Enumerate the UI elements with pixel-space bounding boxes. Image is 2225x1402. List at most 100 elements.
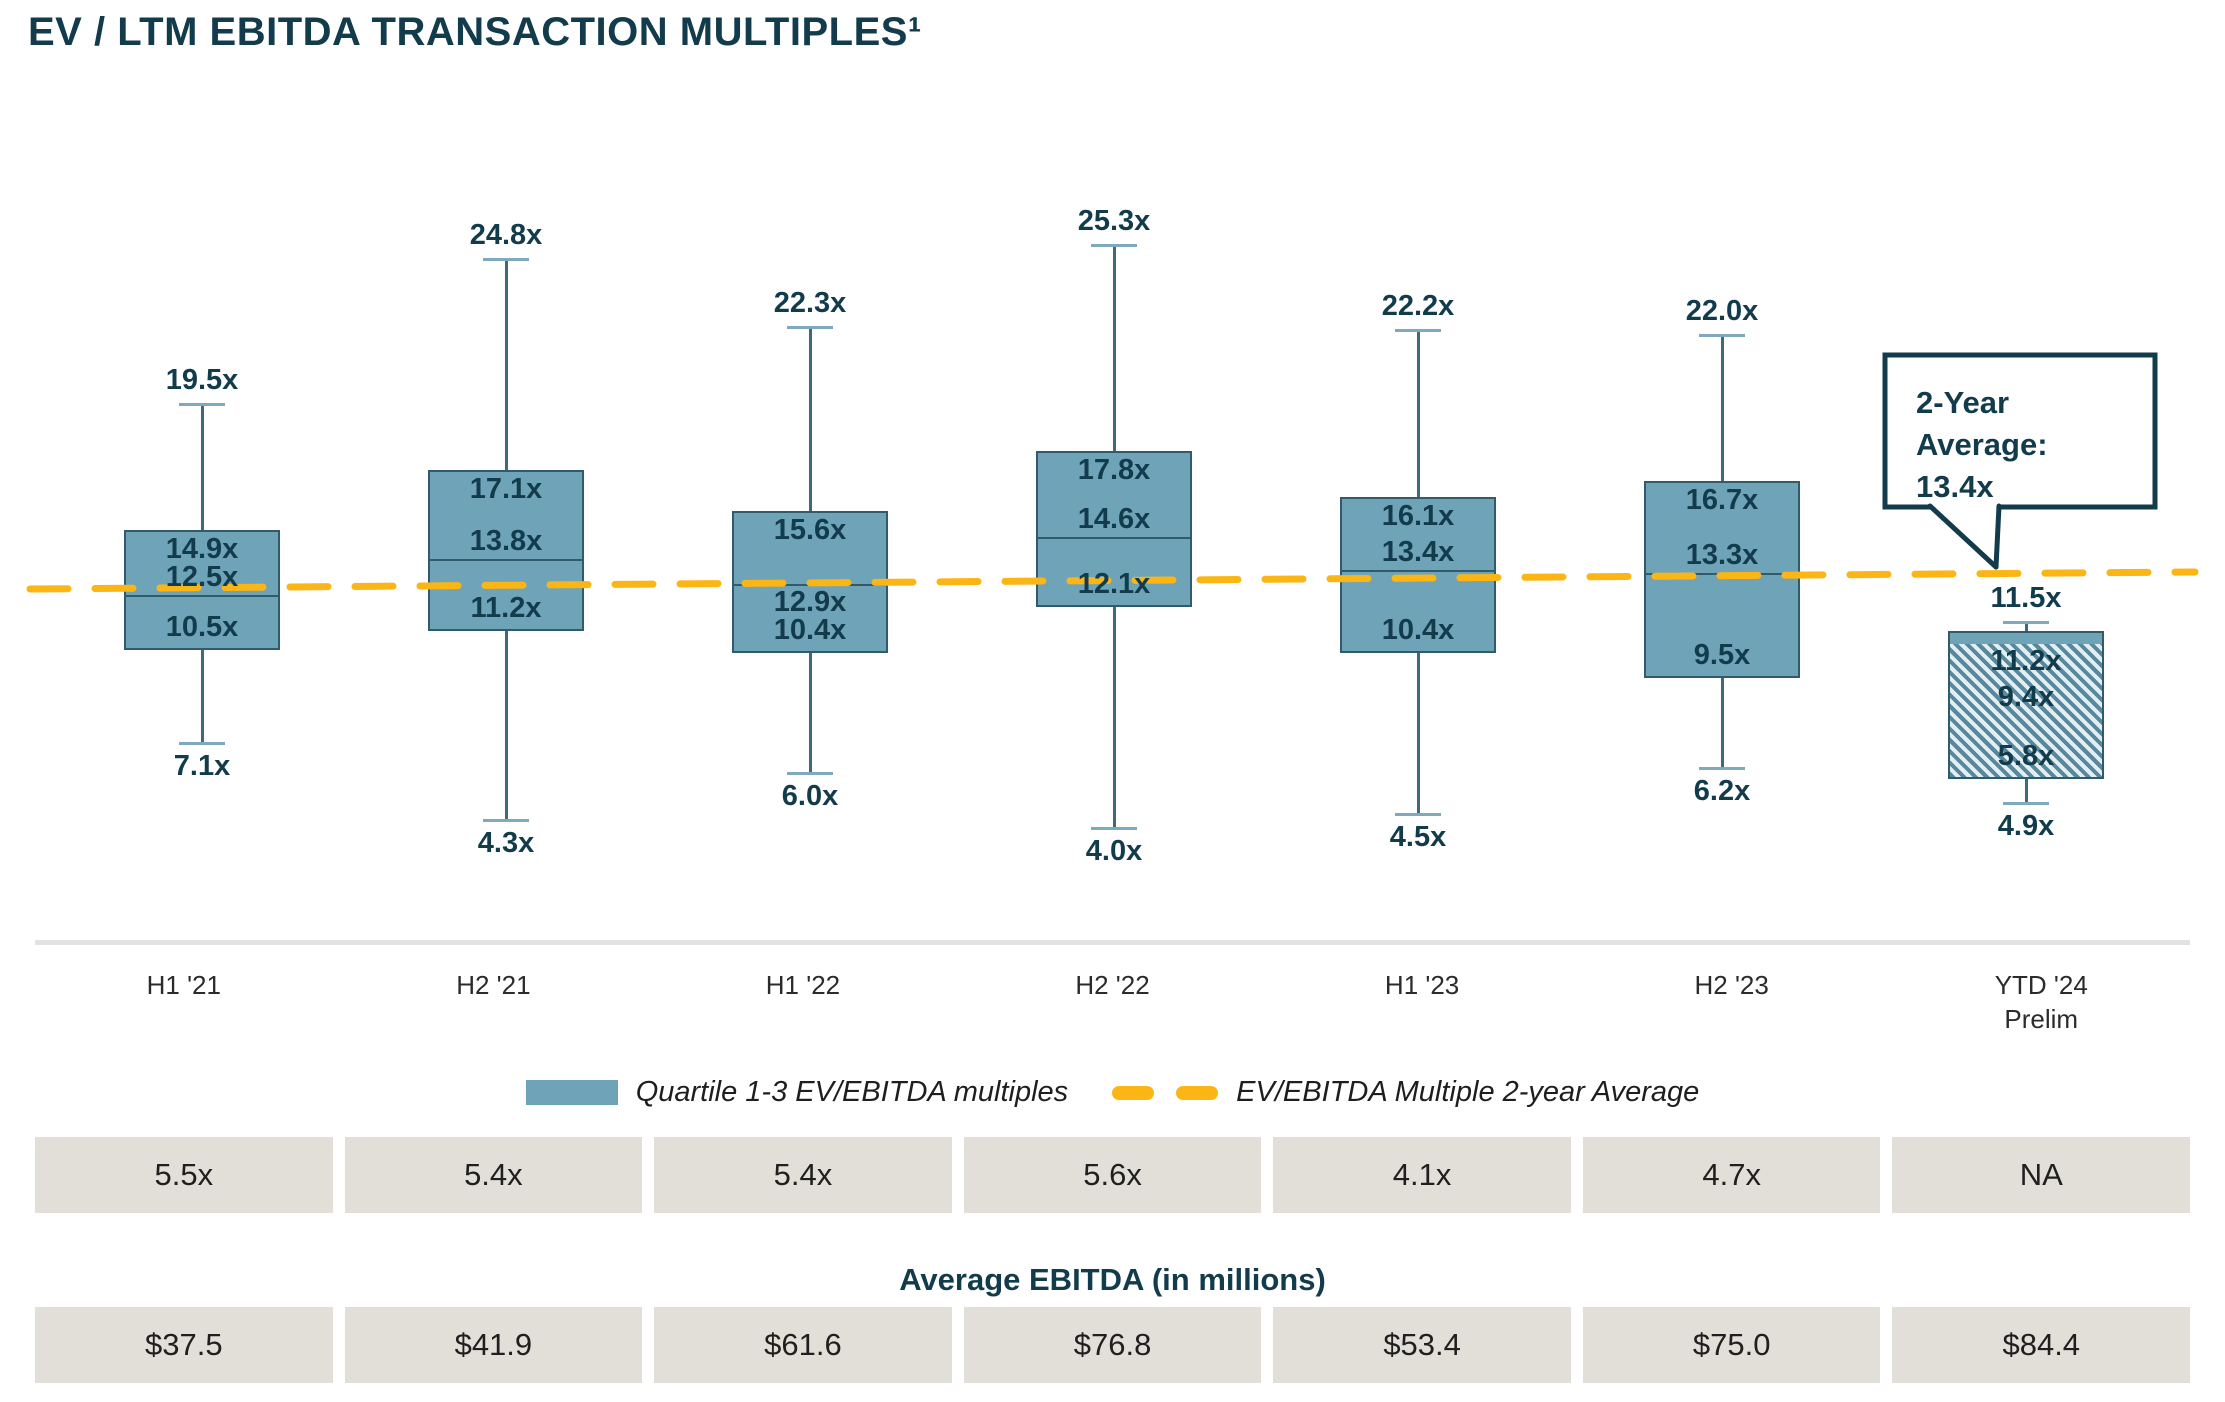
page-title: EV / LTM EBITDA TRANSACTION MULTIPLES¹ [28, 10, 922, 54]
whisker-low-stem [2024, 779, 2028, 803]
whisker-low-stem [200, 650, 204, 743]
whisker-high-cap [179, 403, 225, 406]
ebitda-cell: $84.4 [1892, 1307, 2191, 1383]
q3-label: 17.1x [469, 473, 543, 505]
x-axis-labels: H1 '21 H2 '21 H1 '22 H2 '22 H1 '23 H2 '23 YTD … [35, 968, 2190, 1036]
whisker-high-stem [1416, 331, 1420, 497]
median-label: 13.4x [1381, 536, 1455, 568]
median-label: 12.5x [165, 561, 239, 593]
x-axis-label: H2 '23 [1694, 970, 1769, 1000]
median-label: 13.8x [469, 525, 543, 557]
whisker-low-label: 4.9x [1997, 810, 2055, 842]
multiples-cell: 5.6x [963, 1137, 1262, 1213]
x-axis-label: H1 '21 [146, 970, 221, 1000]
whisker-high-label: 25.3x [1077, 205, 1151, 237]
multiples-value-row: 5.5x 5.4x 5.4x 5.6x 4.1x 4.7x NA [35, 1137, 2191, 1213]
whisker-high-label: 24.8x [469, 219, 543, 251]
whisker-low-cap [787, 772, 833, 775]
callout-text: 2-Year Average: 13.4x [1916, 382, 2146, 508]
whisker-high-label: 22.0x [1685, 295, 1759, 327]
whisker-high-stem [504, 260, 508, 470]
median-label: 13.3x [1685, 539, 1759, 571]
median-line [428, 559, 584, 561]
solid-top-band [1950, 633, 2102, 644]
multiples-cell: 5.4x [654, 1137, 952, 1213]
median-line [1036, 537, 1192, 539]
callout-line1: 2-Year Average: [1916, 385, 2048, 462]
ebitda-cell: $53.4 [1273, 1307, 1571, 1383]
x-axis-label: H2 '21 [456, 970, 531, 1000]
ebitda-section-heading: Average EBITDA (in millions) [899, 1262, 1326, 1297]
q1-label: 10.4x [773, 614, 847, 646]
q3-label: 16.7x [1685, 484, 1759, 516]
x-axis-rule [35, 940, 2190, 945]
legend-dash-swatch [1112, 1085, 1219, 1100]
whisker-high-stem [808, 328, 812, 511]
q3-label: 16.1x [1381, 500, 1455, 532]
x-axis-label: YTD '24 Prelim [1994, 970, 2088, 1034]
multiples-cell: NA [1892, 1137, 2191, 1213]
legend-label-average: EV/EBITDA Multiple 2-year Average [1236, 1076, 1700, 1108]
whisker-low-cap [2003, 802, 2049, 805]
whisker-high-cap [483, 258, 529, 261]
q1-label: 10.5x [165, 611, 239, 643]
whisker-high-stem [1112, 246, 1116, 451]
whisker-high-cap [1091, 244, 1137, 247]
whisker-low-label: 4.0x [1085, 835, 1143, 867]
whisker-low-label: 7.1x [173, 750, 231, 782]
ebitda-cell: $41.9 [344, 1307, 643, 1383]
whisker-high-label: 11.5x [1990, 582, 2062, 614]
ebitda-cell: $61.6 [654, 1307, 952, 1383]
q1-label: 5.8x [1997, 740, 2055, 772]
whisker-high-label: 22.3x [773, 287, 847, 319]
ebitda-cell: $75.0 [1582, 1307, 1881, 1383]
median-line [1340, 570, 1496, 572]
whisker-low-stem [808, 653, 812, 773]
median-label: 12.9x [773, 586, 847, 618]
whisker-low-stem [504, 631, 508, 820]
whisker-low-cap [483, 819, 529, 822]
whisker-low-cap [1395, 813, 1441, 816]
whisker-low-stem [1720, 678, 1724, 768]
legend-box-swatch [525, 1080, 618, 1105]
x-axis-label: H1 '23 [1384, 970, 1460, 1000]
whisker-low-cap [1699, 767, 1745, 770]
q3-label: 17.8x [1077, 454, 1151, 486]
whisker-low-cap [179, 742, 225, 745]
q3-label: 15.6x [773, 514, 847, 546]
q1-label: 12.1x [1077, 568, 1151, 600]
whisker-high-stem [1720, 336, 1724, 481]
ebitda-cell: $37.5 [35, 1307, 333, 1383]
ebitda-value-row: $37.5 $41.9 $61.6 $76.8 $53.4 $75.0 $84.4 [35, 1307, 2191, 1383]
whisker-low-cap [1091, 827, 1137, 830]
quartile-box [1948, 631, 2104, 779]
multiples-cell: 5.4x [344, 1137, 643, 1213]
x-axis-label: H2 '22 [1075, 970, 1150, 1000]
legend-label-quartiles: Quartile 1-3 EV/EBITDA multiples [635, 1076, 1069, 1108]
median-line [1644, 573, 1800, 575]
median-line [124, 595, 280, 597]
whisker-low-label: 4.3x [477, 827, 535, 859]
multiples-cell: 4.7x [1582, 1137, 1881, 1213]
x-axis-label: H1 '22 [765, 970, 841, 1000]
quartile-box [428, 470, 584, 631]
chart-legend: Quartile 1-3 EV/EBITDA multiples EV/EBIT… [0, 1076, 2225, 1109]
whisker-high-label: 22.2x [1381, 290, 1455, 322]
whisker-high-cap [787, 326, 833, 329]
whisker-high-stem [200, 405, 204, 530]
legend-dash-icon [1112, 1085, 1155, 1100]
whisker-low-label: 6.2x [1693, 775, 1751, 807]
whisker-high-cap [1699, 334, 1745, 337]
whisker-high-stem [2024, 623, 2028, 631]
callout-line2: 13.4x [1916, 469, 1994, 504]
q1-label: 9.5x [1693, 639, 1751, 671]
whisker-low-label: 6.0x [781, 780, 839, 812]
callout-tail [1930, 504, 1999, 567]
q1-label: 11.2x [470, 592, 542, 624]
whisker-low-stem [1112, 607, 1116, 828]
multiples-cell: 5.5x [35, 1137, 333, 1213]
legend-dash-icon [1176, 1085, 1219, 1100]
ebitda-cell: $76.8 [963, 1307, 1262, 1383]
q3-label: 14.9x [165, 533, 239, 565]
